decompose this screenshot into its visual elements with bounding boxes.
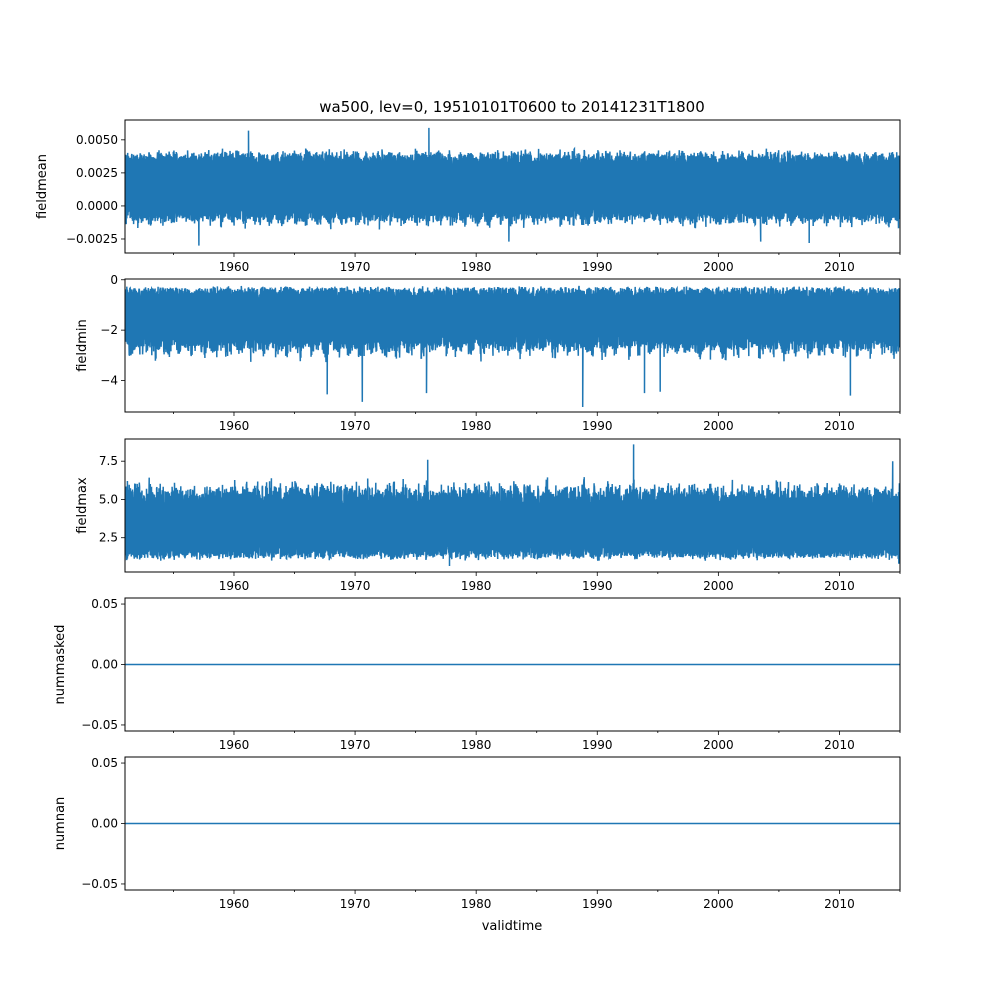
y-axis-label: fieldmin (75, 319, 90, 372)
y-tick-label: 0.05 (91, 597, 118, 611)
x-tick-label: 1990 (582, 897, 613, 911)
panel-numnan: 1960 1970 1980 1990 2000 2010 0.05 0.00 −0.05 num… (53, 756, 901, 911)
x-tick-label: 1960 (219, 579, 250, 593)
y-tick-label: 0.00 (91, 658, 118, 672)
x-tick-label: 2010 (824, 738, 855, 752)
x-tick-label: 1970 (340, 419, 371, 433)
x-tick-label: 2000 (703, 738, 734, 752)
x-tick-label: 1970 (340, 260, 371, 274)
y-tick-label: 0 (110, 273, 118, 287)
x-tick-label: 1960 (219, 419, 250, 433)
x-tick-label: 1970 (340, 897, 371, 911)
y-tick-label: −0.05 (81, 718, 118, 732)
x-tick-label: 1990 (582, 260, 613, 274)
x-tick-label: 1980 (461, 579, 492, 593)
panel-fieldmax: 1960 1970 1980 1990 2000 2010 7.5 5.0 2.5 fieldma… (75, 438, 901, 593)
x-tick-label: 1980 (461, 419, 492, 433)
x-tick-label: 2010 (824, 419, 855, 433)
series-line-fieldmean (125, 127, 900, 246)
x-tick-label: 1960 (219, 260, 250, 274)
y-tick-label: 0.0025 (76, 166, 118, 180)
x-tick-label: 1960 (219, 738, 250, 752)
x-tick-label: 1980 (461, 897, 492, 911)
series-line-fieldmin (125, 285, 900, 408)
y-tick-label: 5.0 (99, 492, 118, 506)
y-tick-label: −4 (100, 374, 118, 388)
x-tick-label: 2010 (824, 579, 855, 593)
y-tick-label: 0.0050 (76, 133, 118, 147)
x-tick-label: 2000 (703, 419, 734, 433)
axes-frame (124, 119, 901, 254)
panel-fieldmean: 1960 1970 1980 1990 2000 2010 0.0050 0.0025 0.00… (35, 119, 901, 274)
panel-fieldmin: 1960 1970 1980 1990 2000 2010 0 −2 −4 fieldmin (75, 273, 901, 433)
x-tick-label: 1960 (219, 897, 250, 911)
y-axis-label: fieldmax (75, 477, 90, 534)
x-tick-label: 1970 (340, 738, 371, 752)
chart-title: wa500, lev=0, 19510101T0600 to 20141231T… (319, 98, 705, 116)
y-axis-label: nummasked (53, 625, 68, 705)
x-tick-label: 2010 (824, 260, 855, 274)
y-tick-label: 2.5 (99, 531, 118, 545)
axes-frame (124, 278, 901, 413)
y-tick-label: −2 (100, 323, 118, 337)
x-tick-label: 1970 (340, 579, 371, 593)
x-tick-label: 1990 (582, 738, 613, 752)
y-axis-label: fieldmean (35, 154, 50, 219)
x-tick-label: 1990 (582, 419, 613, 433)
series-line-fieldmax (125, 444, 900, 567)
y-axis-label: numnan (53, 797, 68, 851)
y-tick-label: −0.0025 (66, 232, 118, 246)
y-tick-label: 0.05 (91, 756, 118, 770)
x-tick-label: 2000 (703, 897, 734, 911)
y-tick-label: 0.0000 (76, 199, 118, 213)
x-axis-label: validtime (482, 919, 543, 934)
x-tick-label: 1980 (461, 738, 492, 752)
x-tick-label: 1990 (582, 579, 613, 593)
panel-nummasked: 1960 1970 1980 1990 2000 2010 0.05 0.00 −0.05 num… (53, 597, 901, 752)
y-tick-label: −0.05 (81, 877, 118, 891)
x-tick-label: 2010 (824, 897, 855, 911)
axes-frame (124, 438, 901, 573)
x-tick-label: 1980 (461, 260, 492, 274)
y-tick-label: 0.00 (91, 817, 118, 831)
y-tick-label: 7.5 (99, 454, 118, 468)
x-tick-label: 2000 (703, 579, 734, 593)
x-tick-label: 2000 (703, 260, 734, 274)
